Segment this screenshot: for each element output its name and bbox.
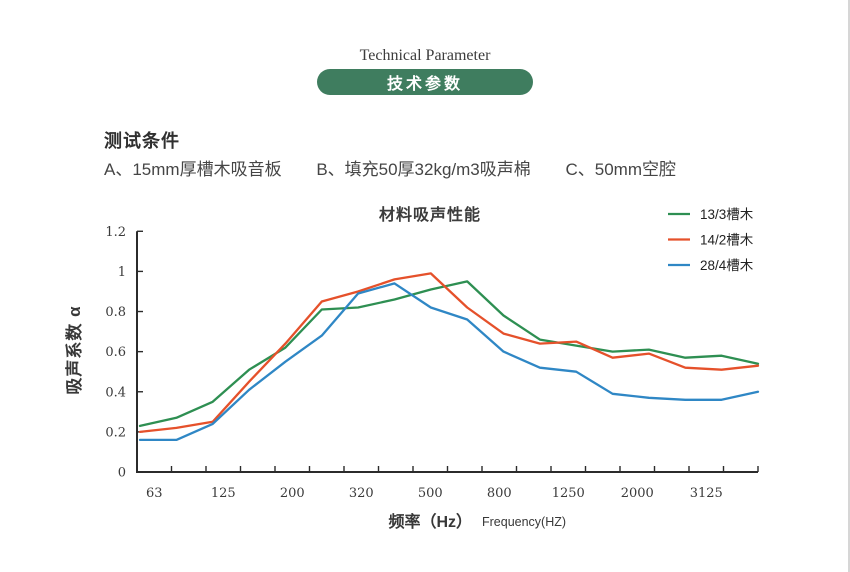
y-tick-label: 0 (118, 466, 126, 481)
x-axis-title-en: Frequency(HZ) (482, 515, 566, 529)
absorption-chart-svg: 材料吸声性能 0 0.2 0.4 0.6 0.8 1 1.2 63 125 200 320 500 80… (64, 205, 760, 531)
y-tick-label: 0.2 (105, 425, 126, 440)
x-tick-label: 1250 (552, 486, 585, 501)
x-tick-label: 500 (418, 486, 443, 501)
legend-label-2: 28/4槽木 (700, 258, 754, 273)
x-tick-label: 320 (349, 486, 374, 501)
section-badge-label: 技术参数 (386, 76, 463, 93)
legend-label-1: 14/2槽木 (700, 232, 754, 247)
chart-series (138, 272, 760, 442)
y-tick-label: 0.8 (105, 305, 126, 320)
x-tick-label: 2000 (621, 486, 654, 501)
x-tick-label: 63 (146, 486, 163, 501)
y-tick-label: 1.2 (105, 225, 126, 240)
condition-item-c: C、50mm空腔 (565, 160, 677, 179)
absorption-chart: 材料吸声性能 0 0.2 0.4 0.6 0.8 1 1.2 63 125 200 320 500 80… (0, 190, 848, 572)
condition-item-a: A、15mm厚槽木吸音板 (104, 160, 282, 179)
series-line-0 (138, 280, 760, 428)
x-axis-title-cn: 频率（Hz） (388, 512, 472, 531)
series-line-2 (138, 282, 760, 442)
y-axis-title: 吸声系数 α (64, 305, 84, 394)
y-tick-label: 0.4 (105, 385, 126, 400)
chart-axes (136, 231, 758, 473)
chart-ticks (136, 230, 759, 473)
test-conditions-list: A、15mm厚槽木吸音板 B、填充50厚32kg/m3吸声棉 C、50mm空腔 (104, 155, 824, 180)
y-tick-label: 0.6 (105, 345, 126, 360)
x-tick-label: 800 (487, 486, 512, 501)
x-tick-label: 3125 (690, 486, 723, 501)
chart-legend: 13/3槽木 14/2槽木 28/4槽木 (668, 207, 754, 273)
test-conditions-heading: 测试条件 (104, 131, 180, 151)
chart-title: 材料吸声性能 (379, 205, 481, 224)
series-line-1 (138, 272, 760, 434)
x-tick-label: 200 (280, 486, 305, 501)
chart-tick-labels: 0 0.2 0.4 0.6 0.8 1 1.2 63 125 200 320 500 800 1250 20… (105, 225, 722, 501)
section-badge: 技术参数 (317, 69, 533, 95)
legend-label-0: 13/3槽木 (700, 207, 754, 222)
axis-lines (136, 231, 758, 473)
page-title: Technical Parameter (359, 47, 491, 64)
y-tick-label: 1 (118, 265, 126, 280)
condition-item-b: B、填充50厚32kg/m3吸声棉 (316, 160, 531, 179)
x-tick-label: 125 (211, 486, 236, 501)
